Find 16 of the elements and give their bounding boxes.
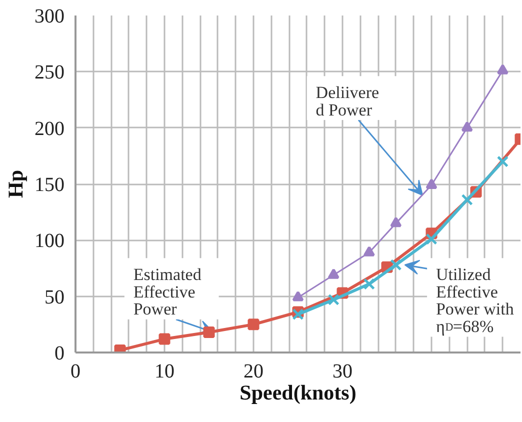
x-axis-title: Speed(knots) [240, 380, 356, 404]
y-axis-title: Hp [4, 170, 28, 198]
y-tick-label: 100 [34, 230, 64, 252]
x-tick-label: 20 [244, 360, 264, 382]
x-tick-label: 10 [154, 360, 174, 382]
annotation: Utilized Effective Power with ηD=68% [436, 264, 514, 336]
y-tick-label: 0 [54, 342, 64, 364]
y-tick-label: 250 [34, 62, 64, 84]
x-tick-label: 0 [70, 360, 80, 382]
annotation: Deliivere d Power [316, 82, 380, 120]
y-tick-label: 50 [44, 286, 64, 308]
y-tick-label: 200 [34, 118, 64, 140]
x-tick-label: 30 [332, 360, 352, 382]
y-tick-label: 300 [34, 6, 64, 28]
annotation: Estimated Effective Power [133, 264, 202, 319]
y-tick-label: 150 [34, 174, 64, 196]
